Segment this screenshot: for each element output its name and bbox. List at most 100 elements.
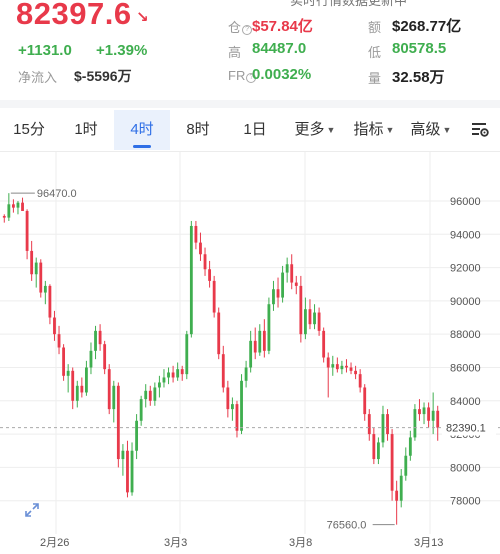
candle-body[interactable]	[299, 285, 303, 335]
candle-body[interactable]	[354, 370, 358, 375]
candle-body[interactable]	[212, 280, 216, 313]
candle-body[interactable]	[167, 372, 170, 378]
candle-body[interactable]	[345, 365, 348, 368]
candle-body[interactable]	[107, 369, 111, 410]
candle-body[interactable]	[281, 272, 285, 298]
candle-body[interactable]	[139, 399, 143, 421]
candle-body[interactable]	[308, 309, 312, 325]
candle-body[interactable]	[408, 437, 412, 456]
candle-body[interactable]	[48, 285, 52, 318]
candle-body[interactable]	[194, 225, 198, 243]
candle-body[interactable]	[30, 250, 34, 275]
candle-body[interactable]	[376, 442, 380, 460]
candle-body[interactable]	[317, 312, 321, 331]
candle-body[interactable]	[208, 269, 212, 281]
tab-1h[interactable]: 1时	[74, 121, 98, 138]
candle-body[interactable]	[427, 407, 431, 421]
candle-body[interactable]	[313, 312, 316, 325]
candle-body[interactable]	[89, 350, 93, 368]
candle-body[interactable]	[7, 204, 11, 218]
help-icon[interactable]: ?	[242, 25, 253, 35]
tab-advanced[interactable]: 高级 ▼	[410, 121, 452, 138]
candle-body[interactable]	[363, 387, 367, 415]
candle-body[interactable]	[148, 390, 152, 401]
tab-more[interactable]: 更多 ▼	[294, 121, 336, 138]
candle-body[interactable]	[249, 340, 253, 368]
candle-body[interactable]	[71, 370, 75, 401]
candle-body[interactable]	[135, 420, 139, 451]
candle-body[interactable]	[253, 340, 257, 353]
candle-body[interactable]	[203, 254, 207, 270]
candle-body[interactable]	[422, 407, 426, 415]
candle-body[interactable]	[358, 374, 362, 388]
candle-body[interactable]	[322, 330, 326, 358]
candle-body[interactable]	[153, 387, 157, 401]
candle-body[interactable]	[276, 289, 280, 298]
candle-body[interactable]	[180, 369, 184, 375]
candle-body[interactable]	[418, 409, 421, 415]
candle-body[interactable]	[399, 475, 403, 501]
candle-body[interactable]	[221, 354, 225, 388]
candle-body[interactable]	[230, 404, 234, 410]
candle-body[interactable]	[386, 414, 389, 435]
candle-body[interactable]	[413, 409, 417, 438]
candle-body[interactable]	[431, 410, 435, 421]
candle-body[interactable]	[381, 414, 385, 443]
candle-body[interactable]	[144, 390, 148, 400]
candle-body[interactable]	[258, 330, 262, 353]
candle-body[interactable]	[390, 434, 394, 491]
candle-body[interactable]	[235, 404, 239, 431]
candle-body[interactable]	[331, 364, 335, 368]
candlestick-chart[interactable]: 9600094000920009000088000860008400082000…	[0, 152, 500, 554]
candle-body[interactable]	[112, 385, 116, 410]
candle-body[interactable]	[294, 282, 298, 286]
chart-settings-icon[interactable]	[460, 110, 500, 150]
candle-body[interactable]	[98, 330, 102, 345]
candle-body[interactable]	[116, 385, 120, 460]
candle-body[interactable]	[367, 414, 371, 435]
candle-body[interactable]	[62, 347, 66, 376]
tab-15m[interactable]: 15分	[13, 121, 45, 138]
candle-body[interactable]	[262, 330, 266, 351]
candle-body[interactable]	[189, 225, 193, 335]
candle-body[interactable]	[16, 202, 20, 208]
help-icon[interactable]: ?	[246, 73, 257, 83]
candle-body[interactable]	[126, 450, 129, 493]
candle-body[interactable]	[272, 289, 275, 305]
tab-indicators[interactable]: 指标 ▼	[353, 121, 395, 138]
candle-body[interactable]	[349, 367, 353, 371]
candle-body[interactable]	[290, 264, 294, 283]
candle-body[interactable]	[103, 344, 107, 370]
candle-body[interactable]	[80, 385, 84, 393]
candle-body[interactable]	[94, 330, 97, 351]
candle-body[interactable]	[171, 372, 175, 378]
candle-body[interactable]	[226, 387, 230, 410]
candle-body[interactable]	[75, 385, 79, 401]
candle-body[interactable]	[240, 380, 243, 431]
candle-body[interactable]	[404, 455, 408, 476]
candle-body[interactable]	[267, 304, 271, 351]
expand-icon[interactable]	[22, 500, 42, 520]
candle-body[interactable]	[25, 210, 29, 251]
candle-body[interactable]	[285, 264, 289, 273]
tab-4h[interactable]: 4时	[114, 110, 170, 150]
candle-body[interactable]	[21, 202, 24, 211]
candle-body[interactable]	[217, 312, 221, 355]
candle-body[interactable]	[121, 450, 125, 460]
candle-body[interactable]	[162, 377, 166, 383]
candle-body[interactable]	[66, 370, 70, 376]
candle-body[interactable]	[84, 367, 88, 393]
candle-body[interactable]	[157, 382, 161, 388]
candle-body[interactable]	[53, 317, 56, 335]
candle-body[interactable]	[199, 242, 202, 255]
candle-body[interactable]	[372, 434, 376, 460]
candle-body[interactable]	[39, 262, 43, 293]
tab-8h[interactable]: 8时	[186, 121, 210, 138]
tab-1d[interactable]: 1日	[243, 121, 267, 138]
candle-body[interactable]	[57, 334, 61, 348]
candle-body[interactable]	[43, 285, 47, 293]
candle-body[interactable]	[176, 369, 180, 378]
candle-body[interactable]	[303, 309, 307, 335]
candle-body[interactable]	[2, 215, 6, 218]
candle-body[interactable]	[130, 450, 134, 493]
